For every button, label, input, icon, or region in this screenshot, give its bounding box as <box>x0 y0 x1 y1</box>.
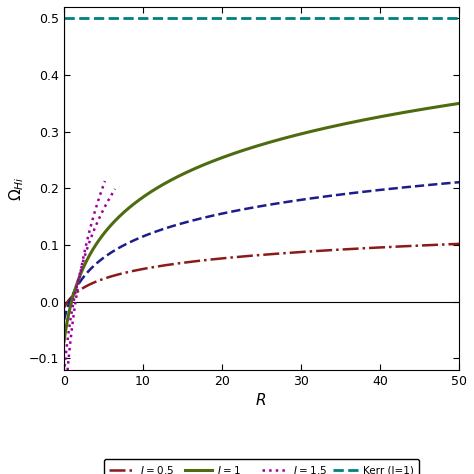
Line: $J = 1$: $J = 1$ <box>64 103 459 341</box>
$J = 1.5$ <box>83 242 89 247</box>
$J = 0.5$ <box>372 245 378 251</box>
Legend: $J = 0.5$, $J = 0.75$, $J = 1$, $J = 1.25$, $J = 1.5$, Kerr (J=1): $J = 0.5$, $J = 0.75$, $J = 1$, $J = 1.2… <box>104 459 419 474</box>
Y-axis label: $\Omega_{Hi}$: $\Omega_{Hi}$ <box>7 176 26 201</box>
$J = 1.5$ <box>86 232 91 238</box>
$J = 0.75$ <box>82 273 87 279</box>
$J = 1$ <box>61 338 67 344</box>
$J = 1.25$ <box>112 186 118 192</box>
$J = 1$ <box>456 100 462 106</box>
$J = 0.75$ <box>456 179 462 185</box>
$J = 0.5$ <box>456 241 462 246</box>
Line: $J = 1.5$: $J = 1.5$ <box>64 181 105 417</box>
$J = 1.5$ <box>61 414 67 419</box>
$J = 1.25$ <box>89 233 94 239</box>
$J = 0.75$ <box>61 317 67 323</box>
$J = 1.5$ <box>101 181 107 187</box>
$J = 0.5$ <box>243 254 248 259</box>
$J = 0.75$ <box>372 188 378 193</box>
Line: $J = 0.75$: $J = 0.75$ <box>64 182 459 320</box>
$J = 0.75$ <box>243 206 248 212</box>
$J = 0.75$ <box>445 181 450 186</box>
$J = 1.25$ <box>61 370 67 376</box>
$J = 1.25$ <box>86 242 91 247</box>
$J = 0.5$ <box>61 305 67 310</box>
$J = 1.5$ <box>95 200 100 205</box>
$J = 0.5$ <box>253 253 259 258</box>
Kerr (J=1) <box>69 16 74 21</box>
$J = 1.25$ <box>91 226 97 232</box>
$J = 0.5$ <box>445 241 450 247</box>
$J = 1$ <box>253 144 259 149</box>
$J = 0.5$ <box>445 241 450 247</box>
$J = 1.25$ <box>85 242 91 248</box>
$J = 1$ <box>372 115 378 120</box>
$J = 1$ <box>445 102 450 108</box>
$J = 1.25$ <box>111 188 117 194</box>
$J = 0.5$ <box>82 284 87 290</box>
Line: $J = 0.5$: $J = 0.5$ <box>64 244 459 308</box>
$J = 0.75$ <box>253 204 259 210</box>
$J = 1.5$ <box>81 254 86 260</box>
$J = 1.5$ <box>102 178 108 184</box>
$J = 1.5$ <box>81 253 87 259</box>
$J = 1$ <box>82 263 87 269</box>
Line: $J = 1.25$: $J = 1.25$ <box>64 189 115 373</box>
Kerr (J=1) <box>61 16 66 21</box>
$J = 1$ <box>445 102 450 108</box>
$J = 1$ <box>243 146 248 152</box>
X-axis label: R: R <box>256 393 267 408</box>
$J = 1.25$ <box>103 202 109 208</box>
$J = 0.75$ <box>445 181 450 186</box>
